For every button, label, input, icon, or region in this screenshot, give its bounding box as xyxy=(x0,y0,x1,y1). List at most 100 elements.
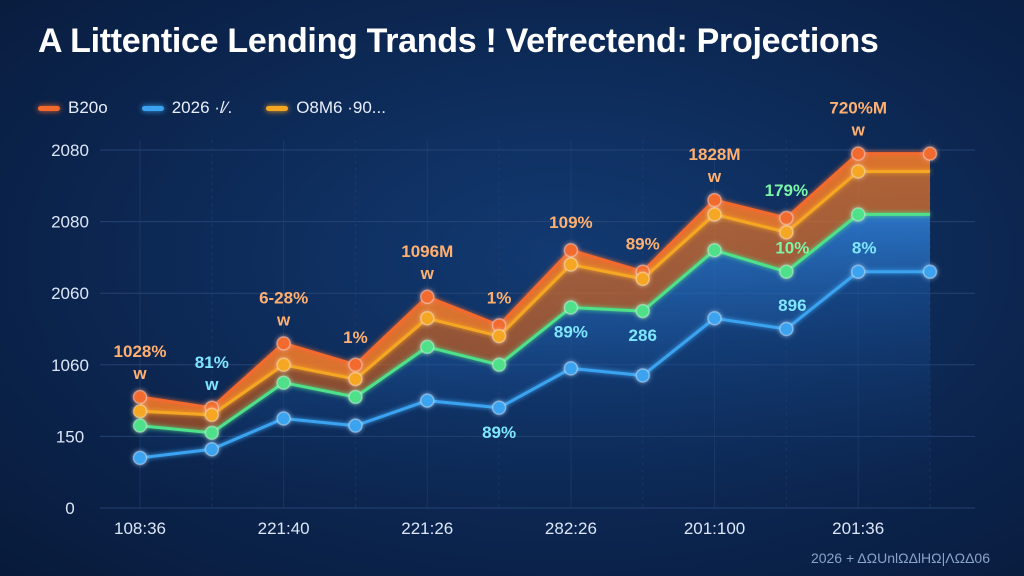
data-label-4: 1096M xyxy=(401,242,453,261)
data-label-15: 896 xyxy=(778,296,806,315)
series-point-2-5 xyxy=(491,357,507,373)
x-tick-labels: 108:36 221:40 221:26 282:26 201:100 201:36 xyxy=(114,519,884,538)
data-label-marker-8: w xyxy=(707,167,722,186)
data-label-5: 1% xyxy=(487,288,512,307)
x-tick-label-0: 108:36 xyxy=(114,519,166,538)
data-label-marker-10: w xyxy=(851,121,866,140)
series-points xyxy=(132,146,938,466)
series-point-0-4 xyxy=(420,289,435,305)
series-point-1-3 xyxy=(348,371,363,387)
data-label-marker-2: w xyxy=(276,310,291,329)
series-point-1-0 xyxy=(132,404,148,419)
series-point-0-10 xyxy=(850,146,866,161)
series-point-1-9 xyxy=(779,225,794,240)
data-label-9: 179% xyxy=(765,181,808,200)
data-label-marker-4: w xyxy=(420,264,435,283)
area-fill-base xyxy=(140,271,930,508)
series-point-2-1 xyxy=(204,425,220,441)
series-point-3-3 xyxy=(348,418,363,433)
x-tick-label-4: 201:100 xyxy=(684,519,745,538)
series-point-2-7 xyxy=(635,303,650,319)
series-point-3-10 xyxy=(850,264,866,279)
chart-title: A Littentice Lending Trands ! Vefrectend… xyxy=(38,22,879,60)
legend-swatch-1 xyxy=(38,105,60,111)
series-point-2-2 xyxy=(276,375,291,390)
data-label-11: 89% xyxy=(482,423,516,442)
series-point-0-9 xyxy=(779,210,794,226)
legend-swatch-3 xyxy=(266,105,289,111)
legend-label-3: O8M6 ·90... xyxy=(296,98,386,117)
x-tick-label-2: 221:26 xyxy=(401,519,453,538)
y-tick-labels: 0 150 1060 2060 2080 2080 xyxy=(51,141,89,518)
series-point-2-4 xyxy=(420,339,435,355)
data-label-13: 286 xyxy=(629,326,657,345)
series-point-0-8 xyxy=(707,192,722,208)
legend-label-1: B20o xyxy=(68,98,108,117)
series-point-0-11 xyxy=(922,146,938,161)
series-point-3-6 xyxy=(563,361,579,376)
area-fill-blue xyxy=(140,214,930,458)
area-fills xyxy=(140,153,930,508)
y-tick-label-2: 1060 xyxy=(51,356,89,375)
data-label-14: 10% xyxy=(775,239,809,258)
series-point-1-8 xyxy=(707,207,722,222)
footer-note: 2026 + ΔΩUnlΩΔlHΩ|ΛΩΔ06 xyxy=(810,550,990,566)
series-point-2-10 xyxy=(850,207,866,222)
series-point-1-5 xyxy=(491,328,507,344)
series-point-3-0 xyxy=(132,450,148,466)
legend-swatch-2 xyxy=(141,105,164,111)
y-tick-label-0: 0 xyxy=(65,499,74,518)
data-label-7: 89% xyxy=(626,235,660,254)
series-point-3-1 xyxy=(204,442,220,457)
series-point-3-9 xyxy=(779,321,794,337)
series-point-2-9 xyxy=(779,264,794,279)
data-labels: 1028% w 81% w 6-28% w 1% 1096M w 1% 109% 89% 1828M w 1… xyxy=(114,99,887,442)
data-label-0: 1028% xyxy=(114,342,167,361)
series-point-3-7 xyxy=(635,368,650,383)
legend-label-2: 2026 ·/⁄. xyxy=(171,98,233,117)
data-label-2: 6-28% xyxy=(259,288,308,307)
legend-item-3: O8M6 ·90... xyxy=(266,98,386,118)
series-line-3 xyxy=(139,270,930,460)
series-point-3-4 xyxy=(420,393,435,408)
series-point-2-3 xyxy=(348,389,363,405)
data-label-16: 8% xyxy=(852,239,877,258)
series-point-1-1 xyxy=(204,407,220,423)
series-point-3-8 xyxy=(707,311,722,326)
y-tick-label-5: 2080 xyxy=(51,141,89,160)
series-point-0-6 xyxy=(563,242,579,258)
series-point-3-5 xyxy=(491,400,507,416)
y-tick-label-3: 2060 xyxy=(51,284,89,303)
series-line-1 xyxy=(139,170,930,417)
series-point-1-2 xyxy=(276,357,291,373)
series-point-2-6 xyxy=(563,300,579,315)
series-line-2 xyxy=(139,212,930,435)
data-label-1: 81% xyxy=(195,353,229,372)
series-point-3-11 xyxy=(922,264,938,279)
data-label-8: 1828M xyxy=(689,145,741,164)
y-tick-label-4: 2080 xyxy=(51,213,89,232)
legend-item-1: B20o xyxy=(38,98,108,118)
series-point-2-0 xyxy=(132,418,148,433)
series-line-0 xyxy=(139,152,930,410)
data-label-12: 89% xyxy=(554,323,588,342)
y-tick-label-1: 150 xyxy=(56,427,84,446)
data-label-10: 720%M xyxy=(829,99,887,118)
legend: B20o 2026 ·/⁄. O8M6 ·90... xyxy=(38,96,386,120)
series-point-3-2 xyxy=(276,411,291,426)
data-label-6: 109% xyxy=(549,213,592,232)
series-point-1-7 xyxy=(635,271,650,287)
x-tick-label-3: 282:26 xyxy=(545,519,597,538)
series-point-0-0 xyxy=(132,389,148,405)
series-point-1-10 xyxy=(850,164,866,179)
series-point-2-8 xyxy=(707,242,722,258)
x-tick-label-5: 201:36 xyxy=(832,519,884,538)
series-point-1-6 xyxy=(563,257,579,272)
data-label-marker-1: w xyxy=(204,375,219,394)
x-tick-label-1: 221:40 xyxy=(258,519,310,538)
series-point-1-4 xyxy=(420,311,435,326)
data-label-marker-0: w xyxy=(132,364,147,383)
data-label-3: 1% xyxy=(343,328,368,347)
series-lines xyxy=(139,152,930,460)
